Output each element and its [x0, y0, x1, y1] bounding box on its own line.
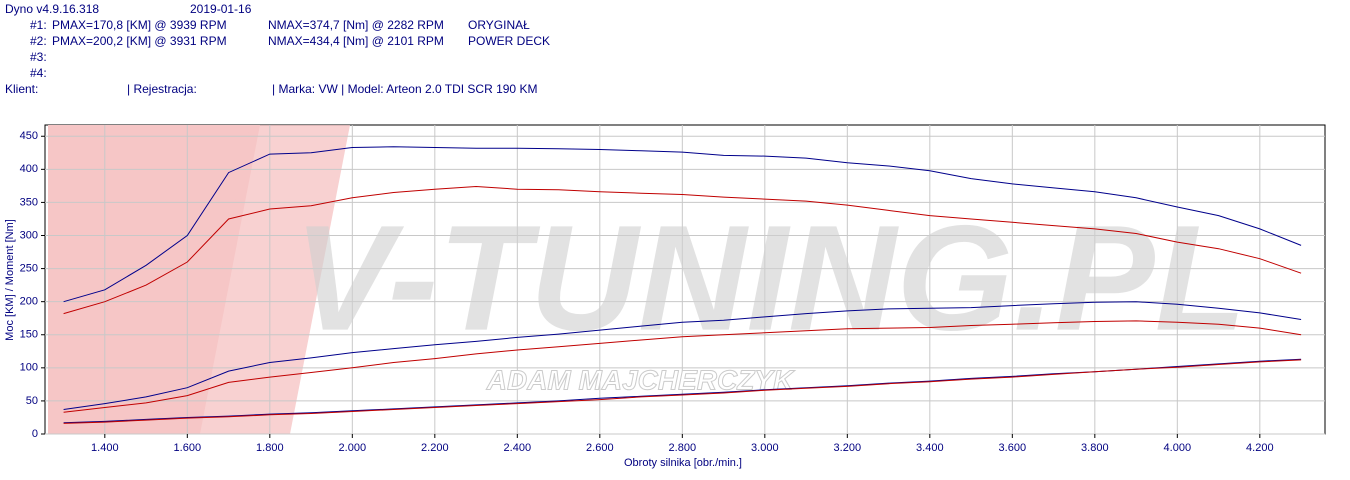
run-power: PMAX=200,2 [KM] @ 3931 RPM	[52, 34, 227, 48]
run-id: #1:	[30, 18, 47, 32]
x-tick-label: 2.600	[586, 442, 614, 454]
x-tick-label: 2.800	[669, 442, 697, 454]
y-tick-label: 0	[32, 428, 38, 440]
y-tick-label: 100	[20, 362, 38, 374]
y-tick-label: 350	[20, 196, 38, 208]
run-label: POWER DECK	[468, 34, 550, 48]
x-tick-label: 3.400	[916, 442, 944, 454]
run-torque: NMAX=374,7 [Nm] @ 2282 RPM	[268, 18, 444, 32]
x-tick-label: 3.200	[834, 442, 862, 454]
x-tick-label: 4.000	[1164, 442, 1192, 454]
series-line	[63, 301, 1302, 410]
y-tick-label: 250	[20, 262, 38, 274]
y-tick-label: 450	[20, 130, 38, 142]
run-torque: NMAX=434,4 [Nm] @ 2101 RPM	[268, 34, 444, 48]
x-tick-label: 2.200	[421, 442, 449, 454]
x-tick-label: 4.200	[1246, 442, 1274, 454]
client: Klient:	[5, 82, 38, 96]
series-line	[63, 359, 1302, 424]
x-tick-label: 3.000	[751, 442, 779, 454]
x-tick-label: 3.600	[999, 442, 1027, 454]
series-line	[63, 320, 1302, 413]
x-tick-label: 2.400	[504, 442, 532, 454]
x-axis-label: Obroty silnika [obr./min.]	[624, 457, 742, 469]
date: 2019-01-16	[190, 2, 252, 16]
y-tick-label: 150	[20, 329, 38, 341]
y-axis-label: Moc [KM] / Moment [Nm]	[4, 219, 16, 341]
run-power: PMAX=170,8 [KM] @ 3939 RPM	[52, 18, 227, 32]
x-tick-label: 1.600	[174, 442, 202, 454]
watermark-subtitle: ADAM MAJCHERCZYK	[486, 364, 795, 395]
run-id: #3:	[30, 50, 47, 64]
x-tick-label: 1.800	[256, 442, 284, 454]
registration: | Rejestracja:	[127, 82, 197, 96]
x-tick-label: 3.800	[1081, 442, 1109, 454]
y-tick-label: 300	[20, 229, 38, 241]
model: | Marka: VW | Model: Arteon 2.0 TDI SCR …	[272, 82, 537, 96]
y-tick-label: 400	[20, 163, 38, 175]
y-tick-label: 200	[20, 296, 38, 308]
y-tick-label: 50	[26, 395, 38, 407]
x-tick-label: 2.000	[339, 442, 367, 454]
series-line	[63, 185, 1302, 315]
watermark-text: V-TUNING.PL	[294, 194, 1247, 362]
run-id: #4:	[30, 66, 47, 80]
run-id: #2:	[30, 34, 47, 48]
run-label: ORYGINAŁ	[468, 18, 530, 32]
series-line	[63, 146, 1302, 303]
x-tick-label: 1.400	[91, 442, 119, 454]
version: Dyno v4.9.16.318	[5, 2, 99, 16]
